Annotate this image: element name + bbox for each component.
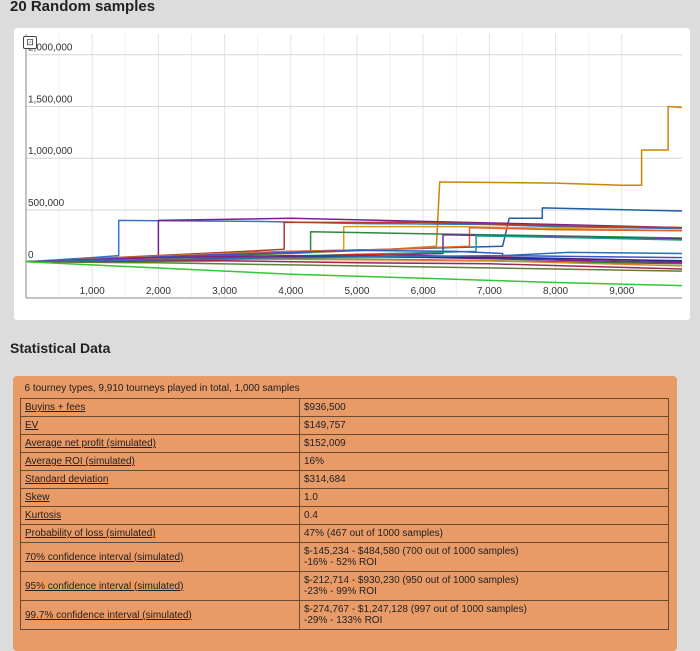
y-tick-label: 500,000 <box>28 198 65 209</box>
stats-label-cell: EV <box>20 416 300 435</box>
series-line-3 <box>25 219 683 263</box>
stats-value: $-212,714 - $930,230 (950 out of 1000 sa… <box>304 575 519 586</box>
stats-value-cell: $152,009 <box>299 434 669 453</box>
series-line-10 <box>25 235 683 263</box>
stats-label-cell: 95% confidence interval (simulated) <box>20 571 300 601</box>
stats-label-cell: Standard deviation <box>20 470 300 489</box>
stats-value-roi: -16% - 52% ROI <box>304 557 377 568</box>
stats-value: 1.0 <box>304 492 318 503</box>
stats-label-cell: Average ROI (simulated) <box>20 452 300 471</box>
stats-label-cell: Average net profit (simulated) <box>20 434 300 453</box>
stats-label-link[interactable]: Kurtosis <box>25 510 62 521</box>
stats-value: $936,500 <box>304 402 346 413</box>
stats-row: 70% confidence interval (simulated) $-145… <box>20 542 669 572</box>
stats-value-cell: $149,757 <box>299 416 669 435</box>
series-line-5 <box>25 221 683 263</box>
x-tick-label: 1,000 <box>80 286 105 297</box>
stats-row: Kurtosis 0.4 <box>20 506 669 525</box>
stats-value: $149,757 <box>304 420 346 431</box>
stats-panel: 6 tourney types, 9,910 tourneys played i… <box>13 376 677 651</box>
stats-summary: 6 tourney types, 9,910 tourneys played i… <box>24 383 300 394</box>
stats-value: 16% <box>304 456 325 467</box>
stats-row: Average net profit (simulated) $152,009 <box>20 434 669 453</box>
stats-label-link[interactable]: 99.7% confidence interval (simulated) <box>25 609 192 621</box>
stats-value-cell: $-274,767 - $1,247,128 (997 out of 1000 … <box>299 600 669 630</box>
stats-label-cell: Probability of loss (simulated) <box>20 524 300 543</box>
x-tick-label: 3,000 <box>212 286 237 297</box>
stats-row: Skew 1.0 <box>20 488 669 507</box>
stats-label-cell: Skew <box>20 488 300 507</box>
series-line-15 <box>25 261 683 272</box>
stats-row: EV $149,757 <box>20 416 669 435</box>
stats-value-roi: -23% - 99% ROI <box>304 586 377 597</box>
stats-value: $314,684 <box>304 474 346 485</box>
x-tick-label: 5,000 <box>344 286 369 297</box>
x-tick-label: 8,000 <box>543 286 568 297</box>
stats-value: 47% (467 out of 1000 samples) <box>304 528 443 539</box>
chart-section-title: 20 Random samples <box>10 0 156 15</box>
stats-row: Standard deviation $314,684 <box>20 470 669 489</box>
stats-row: 99.7% confidence interval (simulated) $-2… <box>20 600 669 630</box>
stats-label-cell: Kurtosis <box>20 506 300 525</box>
stats-summary-row: 6 tourney types, 9,910 tourneys played i… <box>21 380 669 399</box>
stats-label-link[interactable]: EV <box>25 420 39 431</box>
stats-value-cell: $-212,714 - $930,230 (950 out of 1000 sa… <box>299 571 669 601</box>
stats-value-cell: 0.4 <box>299 506 669 525</box>
stats-section-title: Statistical Data <box>10 340 111 356</box>
stats-table: 6 tourney types, 9,910 tourneys played i… <box>20 380 669 630</box>
chart-card: 0 500,000 1,000,000 1,500,000 2,000,000 1,000… <box>14 28 690 320</box>
x-tick-label: 7,000 <box>477 286 502 297</box>
stats-label-link[interactable]: Standard deviation <box>25 474 109 485</box>
stats-value-cell: $936,500 <box>299 398 669 417</box>
stats-label-cell: Buyins + fees <box>20 398 300 417</box>
line-chart[interactable]: 0 500,000 1,000,000 1,500,000 2,000,000 1,000… <box>14 28 690 320</box>
stats-value-cell: $-145,234 - $484,580 (700 out of 1000 sa… <box>299 542 669 572</box>
stats-value-cell: 1.0 <box>299 488 669 507</box>
x-tick-label: 6,000 <box>411 286 436 297</box>
stats-label-link[interactable]: Average net profit (simulated) <box>25 438 156 449</box>
reset-zoom-icon[interactable]: ⊡ <box>23 36 37 49</box>
stats-value-cell: 16% <box>299 452 669 471</box>
y-tick-label: 1,000,000 <box>28 146 73 157</box>
stats-row: 95% confidence interval (simulated) $-212… <box>20 571 669 601</box>
y-tick-label: 2,000,000 <box>28 43 73 54</box>
y-tick-label: 0 <box>28 250 34 261</box>
stats-value-cell: $314,684 <box>299 470 669 489</box>
stats-value-roi: -29% - 133% ROI <box>304 615 383 626</box>
series-line-12 <box>25 249 683 263</box>
x-tick-label: 2,000 <box>146 286 171 297</box>
stats-value: $152,009 <box>304 438 346 449</box>
stats-label-link[interactable]: Probability of loss (simulated) <box>25 528 156 539</box>
series-line-7 <box>25 230 683 263</box>
stats-value: $-145,234 - $484,580 (700 out of 1000 sa… <box>304 546 519 557</box>
stats-label-link[interactable]: Buyins + fees <box>25 402 86 413</box>
stats-label-cell: 99.7% confidence interval (simulated) <box>20 600 300 630</box>
stats-value-cell: 47% (467 out of 1000 samples) <box>299 524 669 543</box>
stats-label-link[interactable]: 95% confidence interval (simulated) <box>25 580 184 592</box>
stats-row: Average ROI (simulated) 16% <box>20 452 669 471</box>
series-line-18 <box>25 259 683 270</box>
stats-label-link[interactable]: Average ROI (simulated) <box>25 456 135 467</box>
stats-value: 0.4 <box>304 510 318 521</box>
x-tick-label: 4,000 <box>278 286 303 297</box>
stats-value: $-274,767 - $1,247,128 (997 out of 1000 … <box>304 604 527 615</box>
stats-label-link[interactable]: Skew <box>25 492 50 503</box>
stats-label-link[interactable]: 70% confidence interval (simulated) <box>25 551 184 563</box>
y-tick-label: 1,500,000 <box>28 94 73 105</box>
x-tick-label: 9,000 <box>609 286 634 297</box>
series-line-19 <box>25 251 683 263</box>
stats-label-cell: 70% confidence interval (simulated) <box>20 542 300 572</box>
stats-row: Probability of loss (simulated) 47% (467 … <box>20 524 669 543</box>
series-line-20 <box>25 261 683 287</box>
stats-row: Buyins + fees $936,500 <box>20 398 669 417</box>
